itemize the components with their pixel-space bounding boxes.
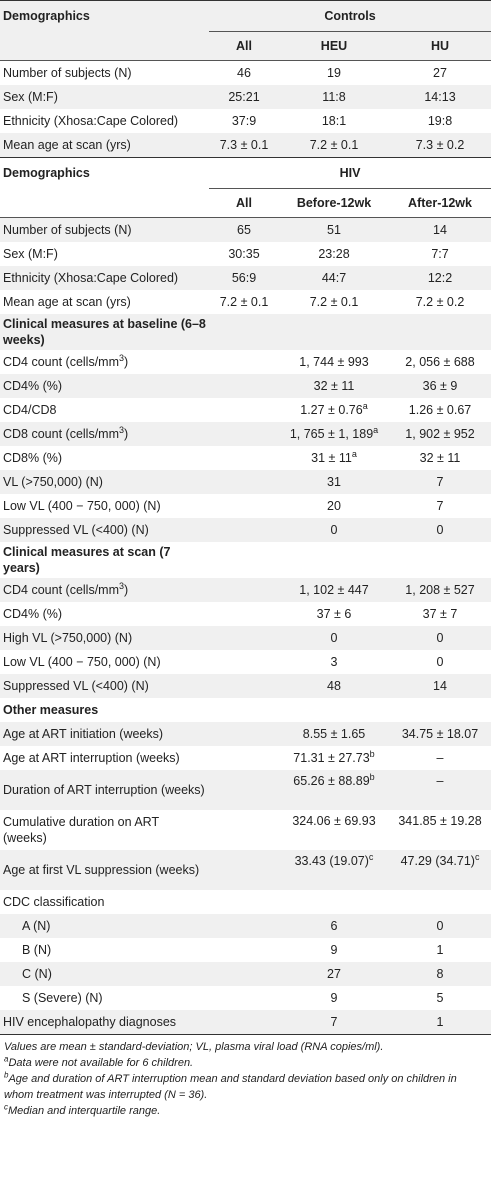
table-row: Sex (M:F) 30:35 23:28 7:7 [3, 247, 449, 261]
table-row: VL (>750,000) (N) 31 7 [0, 470, 491, 494]
table-row: Number of subjects (N) 65 51 14 [0, 217, 491, 242]
hiv-column-row: All Before-12wk After-12wk [0, 188, 491, 218]
table-row: Suppressed VL (<400) (N) 48 14 [0, 674, 491, 698]
table-row: Cumulative duration on ART (weeks) 324.0… [3, 814, 482, 845]
table-row: Ethnicity (Xhosa:Cape Colored) 37:9 18:1… [3, 114, 453, 128]
table-row: CD4 count (cells/mm3) 1, 744 ± 993 2, 05… [3, 352, 475, 369]
footnote-c: cMedian and interquartile range. [4, 1102, 161, 1117]
table-row: CD4% (%) 32 ± 11 36 ± 9 [0, 374, 491, 398]
controls-col-heu: HEU [279, 31, 389, 61]
table-row: Mean age at scan (yrs) 7.3 ± 0.1 7.2 ± 0… [0, 133, 491, 158]
hiv-header-row: Demographics HIV [0, 157, 491, 189]
table-row: S (Severe) (N) 9 5 [22, 991, 444, 1005]
table-row: CD4 count (cells/mm3) 1, 102 ± 447 1, 20… [0, 578, 491, 602]
table-row: Sex (M:F) 25:21 11:8 14:13 [0, 85, 491, 109]
table-row: Mean age at scan (yrs) 7.2 ± 0.1 7.2 ± 0… [3, 295, 465, 309]
table-row: Duration of ART interruption (weeks) 65.… [0, 770, 491, 810]
hiv-group-label: HIV [209, 157, 491, 189]
hiv-col-after: After-12wk [389, 188, 491, 218]
scan-section-header: Clinical measures at scan (7 years) [0, 542, 491, 578]
table-row: C (N) 27 8 [0, 962, 491, 986]
table-row: B (N) 9 1 [22, 943, 444, 957]
table-row: A (N) 6 0 [0, 914, 491, 938]
hiv-col-before: Before-12wk [279, 188, 389, 218]
table-row: CD8% (%) 31 ± 11a 32 ± 11 [3, 448, 461, 465]
controls-col-all: All [209, 31, 279, 61]
baseline-section-header: Clinical measures at baseline (6–8 weeks… [0, 314, 491, 350]
controls-column-row: All HEU HU [0, 31, 491, 61]
table-row: High VL (>750,000) (N) 0 0 [0, 626, 491, 650]
other-header-label: Other measures [3, 703, 99, 717]
table-row: CD8 count (cells/mm3) 1, 765 ± 1, 189a 1… [0, 422, 491, 446]
table-row: Low VL (400 − 750, 000) (N) 3 0 [3, 655, 444, 669]
controls-section-label: Demographics [0, 0, 209, 32]
table-row: CD4/CD8 1.27 ± 0.76a 1.26 ± 0.67 [3, 400, 472, 417]
table-row: Ethnicity (Xhosa:Cape Colored) 56:9 44:7… [0, 266, 491, 290]
table-row: HIV encephalopathy diagnoses 7 1 [0, 1010, 491, 1034]
footnotes: Values are mean ± standard-deviation; VL… [0, 1035, 491, 1119]
controls-col-hu: HU [389, 31, 491, 61]
table-row: Age at ART interruption (weeks) 71.31 ± … [3, 748, 444, 765]
scan-header-label: Clinical measures at scan (7 years) [3, 545, 171, 575]
controls-group-label: Controls [209, 0, 491, 32]
footnote-main: Values are mean ± standard-deviation; VL… [4, 1041, 384, 1053]
table-row: Number of subjects (N) 46 19 27 [3, 66, 447, 80]
table-bottom-rule [0, 1034, 491, 1035]
hiv-section-label: Demographics [0, 157, 209, 189]
table-row: Low VL (400 − 750, 000) (N) 20 7 [3, 499, 444, 513]
table-row: CDC classification [3, 895, 105, 909]
demographics-table: Demographics Controls All HEU HU Number … [0, 0, 491, 1034]
table-row: Age at ART initiation (weeks) 8.55 ± 1.6… [0, 722, 491, 746]
footnote-a: aData were not available for 6 children. [4, 1054, 194, 1069]
table-row: CD4% (%) 37 ± 6 37 ± 7 [3, 607, 458, 621]
hiv-col-all: All [209, 188, 279, 218]
table-row: Suppressed VL (<400) (N) 0 0 [0, 518, 491, 542]
table-row: Age at first VL suppression (weeks) 33.4… [0, 850, 491, 890]
demographics-table-container: Demographics Controls All HEU HU Number … [0, 0, 491, 1119]
footnote-b: bAge and duration of ART interruption me… [4, 1070, 457, 1101]
controls-header-row: Demographics Controls [0, 0, 491, 32]
baseline-header-label: Clinical measures at baseline (6–8 weeks… [3, 317, 206, 347]
other-section-header: Other measures [0, 698, 491, 722]
